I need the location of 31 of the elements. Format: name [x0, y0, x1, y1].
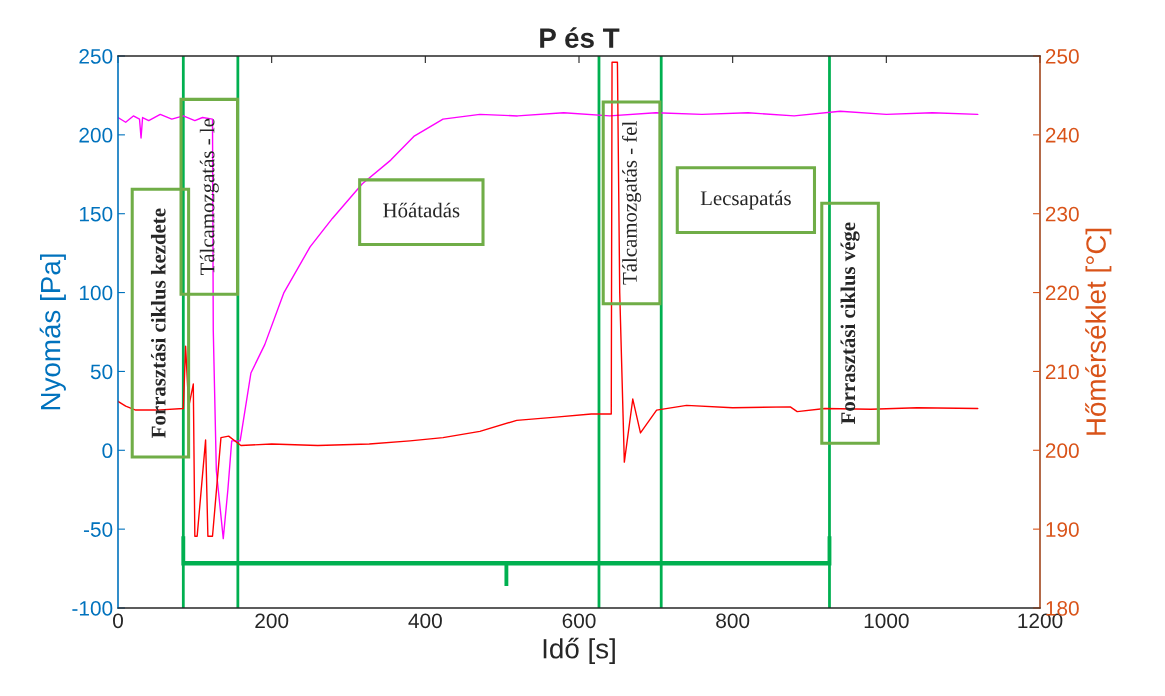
x-tick-label: 0: [113, 613, 123, 629]
y2-tick-label: 250: [1045, 49, 1079, 64]
y-tick-label: 50: [90, 364, 113, 380]
y2-tick-label: 210: [1045, 364, 1079, 380]
y-tick-label: -50: [83, 522, 113, 537]
x-tick-label: 1000: [864, 613, 909, 629]
y2-tick-label: 190: [1046, 522, 1079, 537]
y-tick-label: 250: [79, 49, 113, 64]
x-axis-title: Idő [s]: [543, 637, 615, 665]
annotation: Forrasztási ciklus vége: [840, 222, 860, 425]
y-tick-label: 100: [79, 285, 113, 301]
x-tick-label: 800: [716, 613, 750, 629]
y-axis-title: Nyomás [Pa]: [39, 254, 66, 410]
annotation: Tálcamozgatás - le: [199, 118, 219, 276]
x-tick-label: 600: [562, 613, 596, 629]
x-tick-label: 200: [255, 613, 289, 629]
y-tick-label: 200: [79, 127, 113, 143]
y2-tick-label: 230: [1045, 206, 1079, 222]
annotation: Lecsapatás: [700, 190, 791, 210]
chart-title: P és T: [540, 27, 620, 48]
x-tick-label: 400: [408, 613, 442, 629]
annotation: Forrasztási ciklus kezdete: [150, 208, 166, 438]
y-tick-label: 0: [102, 443, 113, 459]
y2-tick-label: 200: [1045, 443, 1079, 459]
y2-tick-label: 220: [1045, 285, 1079, 301]
annotation: Tálcamozgatás - fel: [621, 121, 642, 285]
y-tick-label: 150: [79, 206, 113, 222]
annotation: Hőátadás: [383, 202, 460, 218]
y-tick-label: -100: [72, 601, 113, 616]
y2-tick-label: 240: [1045, 127, 1079, 143]
y2-axis-title: Hőmérséklet [°C]: [1085, 228, 1112, 435]
